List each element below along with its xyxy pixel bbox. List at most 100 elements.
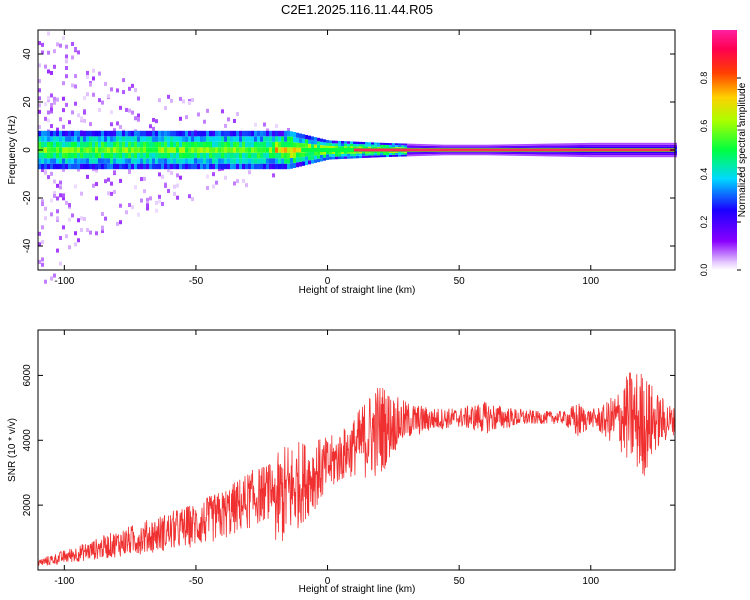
- spectrum-cell: [641, 146, 644, 149]
- spectrum-cell: [131, 110, 134, 115]
- spectrum-cell: [647, 151, 650, 154]
- spectrum-cell: [245, 158, 248, 164]
- spectrum-cell: [476, 146, 479, 148]
- spectrum-cell: [245, 152, 248, 159]
- spectrum-cell: [509, 145, 512, 148]
- spectrum-cell: [596, 151, 599, 154]
- spectrum-cell: [245, 147, 248, 153]
- spectrum-cell: [668, 155, 671, 158]
- spectrum-cell: [251, 158, 254, 164]
- spectrum-cell: [158, 136, 161, 142]
- spectrum-cell: [359, 144, 362, 147]
- spectrum-cell: [68, 245, 71, 250]
- spectrum-cell: [365, 153, 368, 156]
- spectrum-cell: [293, 147, 296, 153]
- spectrum-cell: [350, 143, 353, 147]
- spectrum-cell: [518, 144, 521, 146]
- spectrum-cell: [158, 172, 161, 177]
- x-tick-label: 50: [454, 276, 466, 287]
- spectrum-cell: [533, 143, 536, 146]
- spectrum-cell: [419, 152, 422, 155]
- spectrum-cell: [614, 153, 617, 156]
- spectrum-cell: [83, 147, 86, 153]
- spectrum-cell: [203, 119, 206, 124]
- spectrum-cell: [440, 146, 443, 148]
- spectrum-cell: [167, 94, 170, 99]
- spectrum-cell: [131, 163, 134, 170]
- spectrum-cell: [221, 141, 224, 148]
- spectrum-cell: [671, 142, 674, 145]
- spectrum-cell: [41, 257, 44, 262]
- spectrum-cell: [497, 153, 500, 156]
- spectrum-cell: [113, 170, 116, 175]
- spectrum-cell: [368, 142, 371, 145]
- spectrum-cell: [41, 158, 44, 164]
- spectrum-cell: [626, 153, 629, 156]
- spectrum-cell: [449, 144, 452, 147]
- x-tick-label: 0: [325, 576, 331, 587]
- spectrum-cell: [275, 158, 278, 164]
- spectrum-cell: [275, 136, 278, 142]
- spectrum-cell: [170, 170, 173, 175]
- spectrum-cell: [134, 116, 137, 121]
- spectrum-cell: [62, 225, 65, 230]
- spectrum-cell: [536, 143, 539, 146]
- spectrum-cell: [167, 141, 170, 148]
- spectrum-cell: [344, 146, 347, 149]
- spectrum-cell: [374, 144, 377, 147]
- spectrum-cell: [440, 152, 443, 154]
- spectrum-cell: [71, 163, 74, 170]
- spectrum-cell: [71, 141, 74, 148]
- spectrum-cell: [170, 158, 173, 164]
- spectrum-cell: [299, 157, 302, 162]
- colorbar-ticks: 0.00.20.40.60.8: [699, 72, 741, 276]
- spectrum-cell: [500, 152, 503, 154]
- spectrum-cell: [155, 119, 158, 124]
- spectrum-cell: [56, 216, 59, 221]
- spectrum-cell: [443, 153, 446, 156]
- spectrum-cell: [65, 65, 68, 70]
- spectrum-cell: [290, 136, 293, 142]
- y-tick-label: 2000: [22, 494, 33, 517]
- spectrum-cell: [62, 152, 65, 159]
- spectrum-cell: [41, 130, 44, 137]
- spectrum-cell: [218, 130, 221, 137]
- spectrum-cell: [398, 152, 401, 155]
- spectrum-cell: [188, 163, 191, 170]
- spectrum-cell: [437, 144, 440, 147]
- spectrum-cell: [584, 144, 587, 147]
- spectrum-cell: [170, 141, 173, 148]
- spectrum-cell: [50, 158, 53, 164]
- spectrum-cell: [431, 154, 434, 156]
- spectrum-cell: [164, 106, 167, 111]
- spectrum-cell: [563, 152, 566, 155]
- spectrum-cell: [191, 136, 194, 142]
- spectrum-cell: [563, 154, 566, 157]
- spectrum-cell: [83, 217, 86, 222]
- spectrum-cell: [236, 141, 239, 148]
- spectrum-cell: [137, 212, 140, 217]
- spectrum-cell: [242, 130, 245, 137]
- spectrum-cell: [125, 147, 128, 153]
- spectrum-cell: [74, 136, 77, 142]
- spectrum-cell: [275, 147, 278, 153]
- spectrum-cell: [122, 147, 125, 153]
- spectrum-cell: [254, 136, 257, 142]
- spectrum-cell: [323, 145, 326, 149]
- spectrum-cell: [413, 145, 416, 148]
- spectrum-cell: [377, 146, 380, 149]
- spectrum-cell: [620, 144, 623, 147]
- spectrum-cell: [332, 151, 335, 155]
- colorbar-tick-label: 0.4: [699, 168, 709, 181]
- spectrum-cell: [347, 156, 350, 159]
- spectrum-cell: [170, 147, 173, 153]
- spectrum-cell: [185, 141, 188, 148]
- spectrum-cell: [203, 158, 206, 164]
- spectrum-cell: [92, 92, 95, 97]
- spectrum-cell: [53, 96, 56, 101]
- spectrum-cell: [56, 141, 59, 148]
- spectrum-cell: [308, 135, 311, 140]
- spectrum-cell: [128, 141, 131, 148]
- spectrum-cell: [539, 143, 542, 146]
